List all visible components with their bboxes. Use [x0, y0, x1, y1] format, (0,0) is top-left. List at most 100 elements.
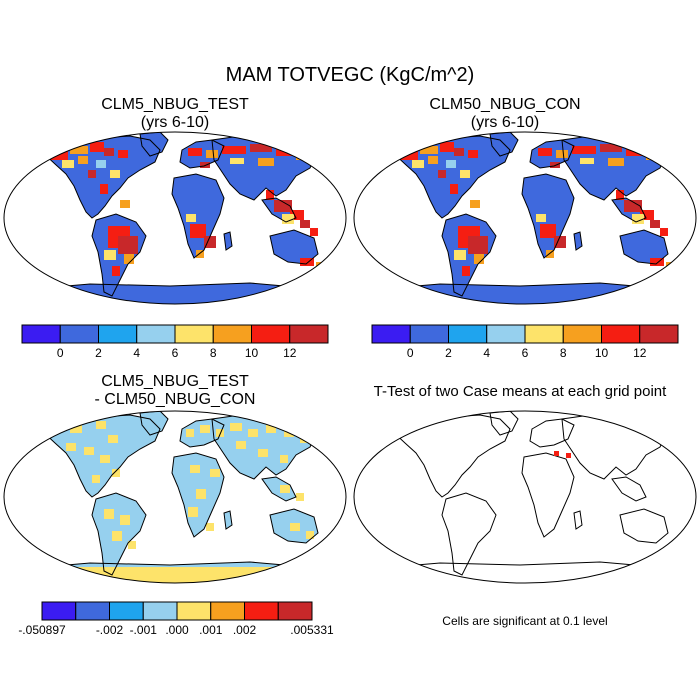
grid-cell: [188, 507, 198, 517]
colorbar-swatch: [59, 324, 99, 344]
colorbar-swatch: [98, 324, 138, 344]
colorbar-label: .005331: [290, 623, 334, 637]
grid-cell: [112, 469, 120, 477]
test-map-border: [3, 131, 347, 305]
continent-africa: [171, 452, 225, 538]
grid-cell: [580, 158, 594, 164]
colorbar-swatch: [524, 324, 564, 344]
grid-cell: [438, 170, 446, 178]
grid-cell: [78, 156, 88, 164]
test-colorbar: 0 2 4 6 8 10 12: [21, 324, 329, 360]
control-panel-title-line2: (yrs 6-10): [470, 114, 540, 131]
continent-africa: [171, 173, 225, 259]
continent-southAmerica: [441, 492, 497, 576]
grid-cell: [474, 254, 484, 264]
colorbar-swatch: [486, 324, 526, 344]
continent-australia: [620, 230, 668, 264]
grid-cell: [58, 431, 66, 439]
grid-cell: [100, 455, 110, 463]
control-colorbar: 0 2 4 6 8 10 12: [371, 324, 679, 360]
grid-cell: [248, 429, 258, 437]
colorbar-label: .000: [165, 623, 189, 637]
continent-antarctica: [20, 283, 330, 304]
grid-cell: [100, 184, 108, 194]
test-panel-title-line1: CLM5_NBUG_TEST: [101, 96, 249, 113]
grid-cell: [608, 158, 624, 166]
grid-cell: [536, 214, 546, 222]
continent-northAmerica: [390, 136, 510, 218]
control-panel-title: CLM50_NBUG_CON (yrs 6-10): [355, 96, 655, 132]
grid-cell: [120, 200, 130, 208]
grid-cell: [296, 493, 304, 501]
grid-cell: [84, 447, 94, 455]
continent-australia: [619, 229, 669, 265]
grid-cell: [44, 427, 54, 435]
continent-southAmerica: [441, 213, 497, 297]
grid-cell: [230, 158, 244, 164]
grid-cell: [120, 515, 130, 525]
colorbar-swatch: [277, 601, 313, 621]
grid-cell: [92, 475, 100, 483]
colorbar-label: 10: [595, 346, 609, 360]
grid-cell: [266, 190, 274, 200]
grid-cell: [186, 429, 194, 437]
continent-australia: [619, 508, 669, 544]
continent-madagascar: [224, 511, 232, 529]
continent-madagascar: [573, 231, 583, 251]
ttest-map: [369, 411, 681, 583]
grid-cell: [624, 200, 642, 212]
grid-cell: [200, 162, 210, 168]
continent-seAsia: [261, 197, 297, 223]
grid-cell: [306, 531, 314, 539]
grid-cell: [258, 449, 268, 457]
colorbar-label: 0: [407, 346, 414, 360]
continent-greenland: [489, 132, 519, 157]
grid-cell: [186, 214, 196, 222]
continent-northAmerica: [40, 136, 160, 218]
difference-colorbar: -.050897 -.002 -.001 .000 .001 .002 .005331: [18, 601, 334, 637]
grid-cell: [420, 146, 438, 154]
grid-cell: [190, 224, 206, 238]
colorbar-label: 8: [210, 346, 217, 360]
continent-greenland: [489, 411, 519, 436]
continent-antarctica: [369, 561, 681, 583]
grid-cell: [538, 148, 552, 156]
grid-cell: [206, 523, 214, 531]
difference-map-border: [3, 410, 347, 584]
colorbar-swatch: [448, 324, 488, 344]
colorbar-swatch: [289, 324, 329, 344]
grid-cell: [70, 146, 88, 154]
grid-cell: [204, 236, 216, 248]
continent-australia: [270, 230, 318, 264]
grid-cell: [440, 142, 454, 152]
grid-cell: [550, 162, 560, 168]
continent-southAmerica: [92, 214, 146, 296]
control-panel-title-line1: CLM50_NBUG_CON: [429, 96, 581, 113]
test-panel-title-line2: (yrs 6-10): [140, 114, 210, 131]
grid-cell: [546, 250, 554, 258]
grid-cell: [462, 266, 470, 276]
page-title: MAM TOTVEGC (KgC/m^2): [225, 64, 475, 86]
grid-cell: [572, 146, 596, 154]
grid-cell: [650, 220, 660, 228]
grid-cell: [450, 184, 458, 194]
grid-cell: [216, 429, 224, 437]
continent-africa: [521, 173, 575, 259]
continent-africa: [172, 174, 224, 258]
grid-cell: [88, 170, 96, 178]
continent-southAmerica: [91, 213, 147, 297]
grid-cell: [446, 160, 456, 168]
continent-greenland: [139, 132, 169, 157]
grid-cell: [300, 258, 314, 266]
colorbar-swatch: [562, 324, 602, 344]
grid-cell: [66, 443, 76, 451]
grid-cell: [230, 423, 242, 431]
colorbar-label: 6: [522, 346, 529, 360]
significance-note: Cells are significant at 0.1 level: [442, 614, 608, 628]
colorbar-label: 4: [483, 346, 490, 360]
grid-cell: [250, 144, 272, 152]
colorbar-swatch: [244, 601, 279, 621]
continent-australia: [269, 508, 319, 544]
colorbar-swatch: [210, 601, 245, 621]
continent-northAmerica: [39, 135, 161, 219]
